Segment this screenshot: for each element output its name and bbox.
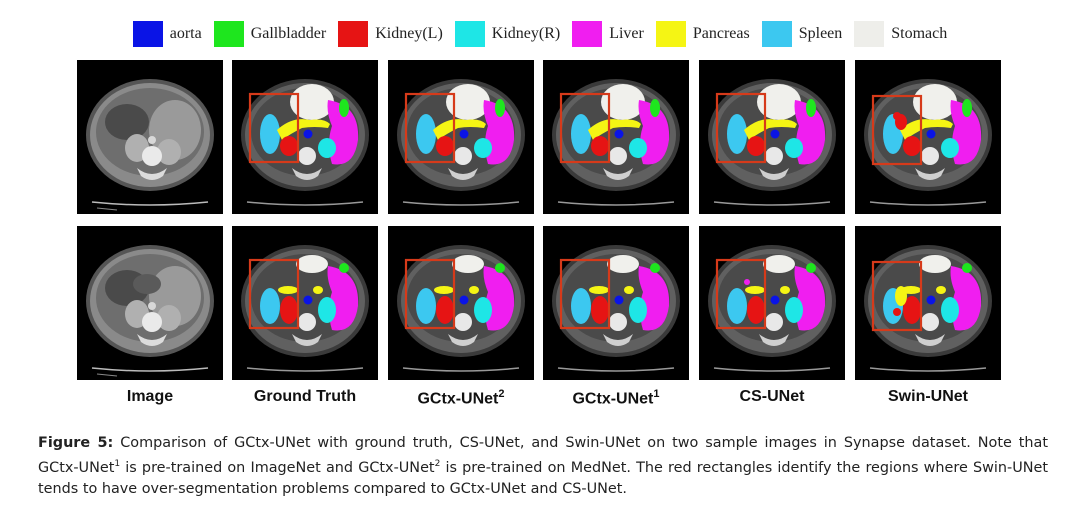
column-label-3: GCtx-UNet1 (536, 388, 696, 408)
column-label-1: Ground Truth (225, 388, 385, 406)
highlight-rectangle (404, 92, 456, 164)
column-label-text: GCtx-UNet (417, 390, 499, 408)
caption-sup-1: 1 (114, 459, 121, 469)
panel-row2-g2 (388, 226, 534, 380)
panel-row1-image (77, 60, 223, 214)
legend-swatch (854, 21, 885, 47)
ct-slice-image (708, 245, 836, 372)
legend-item-kidney-r: Kidney(R) (454, 21, 561, 47)
legend-item-liver: Liver (572, 21, 644, 47)
ct-slice-image (241, 245, 369, 372)
column-label-text: Swin-UNet (888, 388, 968, 405)
legend-swatch (213, 21, 244, 47)
figure-caption: Figure 5: Comparison of GCtx-UNet with g… (38, 433, 1048, 500)
legend-label: Spleen (798, 25, 843, 42)
panel-row2-swin (855, 226, 1001, 380)
panel-row2-image (77, 226, 223, 380)
panel-row2-gt (232, 226, 378, 380)
highlight-rectangle (871, 94, 923, 166)
highlight-rectangle (715, 92, 767, 164)
column-label-0: Image (70, 388, 230, 406)
legend-label: Kidney(R) (491, 25, 561, 42)
caption-figure-label: Figure 5: (38, 435, 114, 451)
legend-item-spleen: Spleen (761, 21, 843, 47)
panel-row2-cs (699, 226, 845, 380)
legend-item-stomach: Stomach (854, 21, 947, 47)
legend-swatch (572, 21, 603, 47)
legend-item-aorta: aorta (132, 21, 202, 47)
highlight-rectangle (559, 92, 611, 164)
panel-row1-g1 (543, 60, 689, 214)
column-label-text: GCtx-UNet (572, 390, 654, 408)
ct-slice-image (708, 79, 836, 206)
ct-slice-image (397, 79, 525, 206)
panel-row1-cs (699, 60, 845, 214)
legend-swatch (655, 21, 686, 47)
legend-swatch (761, 21, 792, 47)
legend-item-kidney-l: Kidney(L) (338, 21, 443, 47)
caption-text-3: is pre-trained on MedNet. The red rectan… (38, 459, 1049, 497)
legend-label: Gallbladder (250, 25, 327, 42)
legend-swatch (454, 21, 485, 47)
caption-sup-2: 2 (434, 459, 441, 469)
legend-label: Stomach (891, 25, 948, 42)
panel-row2-g1 (543, 226, 689, 380)
column-label-sup: 2 (498, 388, 505, 400)
caption-text-2: is pre-trained on ImageNet and GCtx-UNet (120, 459, 435, 476)
column-label-5: Swin-UNet (848, 388, 1008, 406)
legend-label: Kidney(L) (375, 25, 443, 42)
ct-slice-image (241, 79, 369, 206)
ct-slice-image (397, 245, 525, 372)
figure-legend: aorta Gallbladder Kidney(L) Kidney(R) Liver P… (0, 20, 1080, 48)
ct-slice-image (86, 245, 214, 377)
legend-item-pancreas: Pancreas (655, 21, 750, 47)
legend-swatch (132, 21, 163, 47)
highlight-rectangle (871, 260, 923, 332)
ct-slice-image (552, 79, 680, 206)
ct-slice-image (864, 79, 992, 206)
legend-item-gallbladder: Gallbladder (213, 21, 327, 47)
highlight-rectangle (559, 258, 611, 330)
caption-text-1: Comparison of GCtx-UNet with ground trut… (38, 435, 1048, 476)
legend-label: aorta (169, 25, 202, 42)
ct-slice-image (86, 79, 214, 211)
legend-label: Pancreas (692, 25, 750, 42)
legend-swatch (338, 21, 369, 47)
highlight-rectangle (715, 258, 767, 330)
column-label-text: CS-UNet (739, 388, 805, 405)
panel-row1-gt (232, 60, 378, 214)
highlight-rectangle (248, 258, 300, 330)
highlight-rectangle (248, 92, 300, 164)
column-label-4: CS-UNet (692, 388, 852, 406)
column-label-text: Ground Truth (253, 388, 357, 405)
ct-slice-image (552, 245, 680, 372)
panel-row1-g2 (388, 60, 534, 214)
ct-slice-image (864, 245, 992, 372)
column-label-2: GCtx-UNet2 (381, 388, 541, 408)
column-label-text: Image (126, 388, 174, 405)
column-label-sup: 1 (653, 388, 660, 400)
legend-label: Liver (609, 25, 644, 42)
highlight-rectangle (404, 258, 456, 330)
panel-row1-swin (855, 60, 1001, 214)
